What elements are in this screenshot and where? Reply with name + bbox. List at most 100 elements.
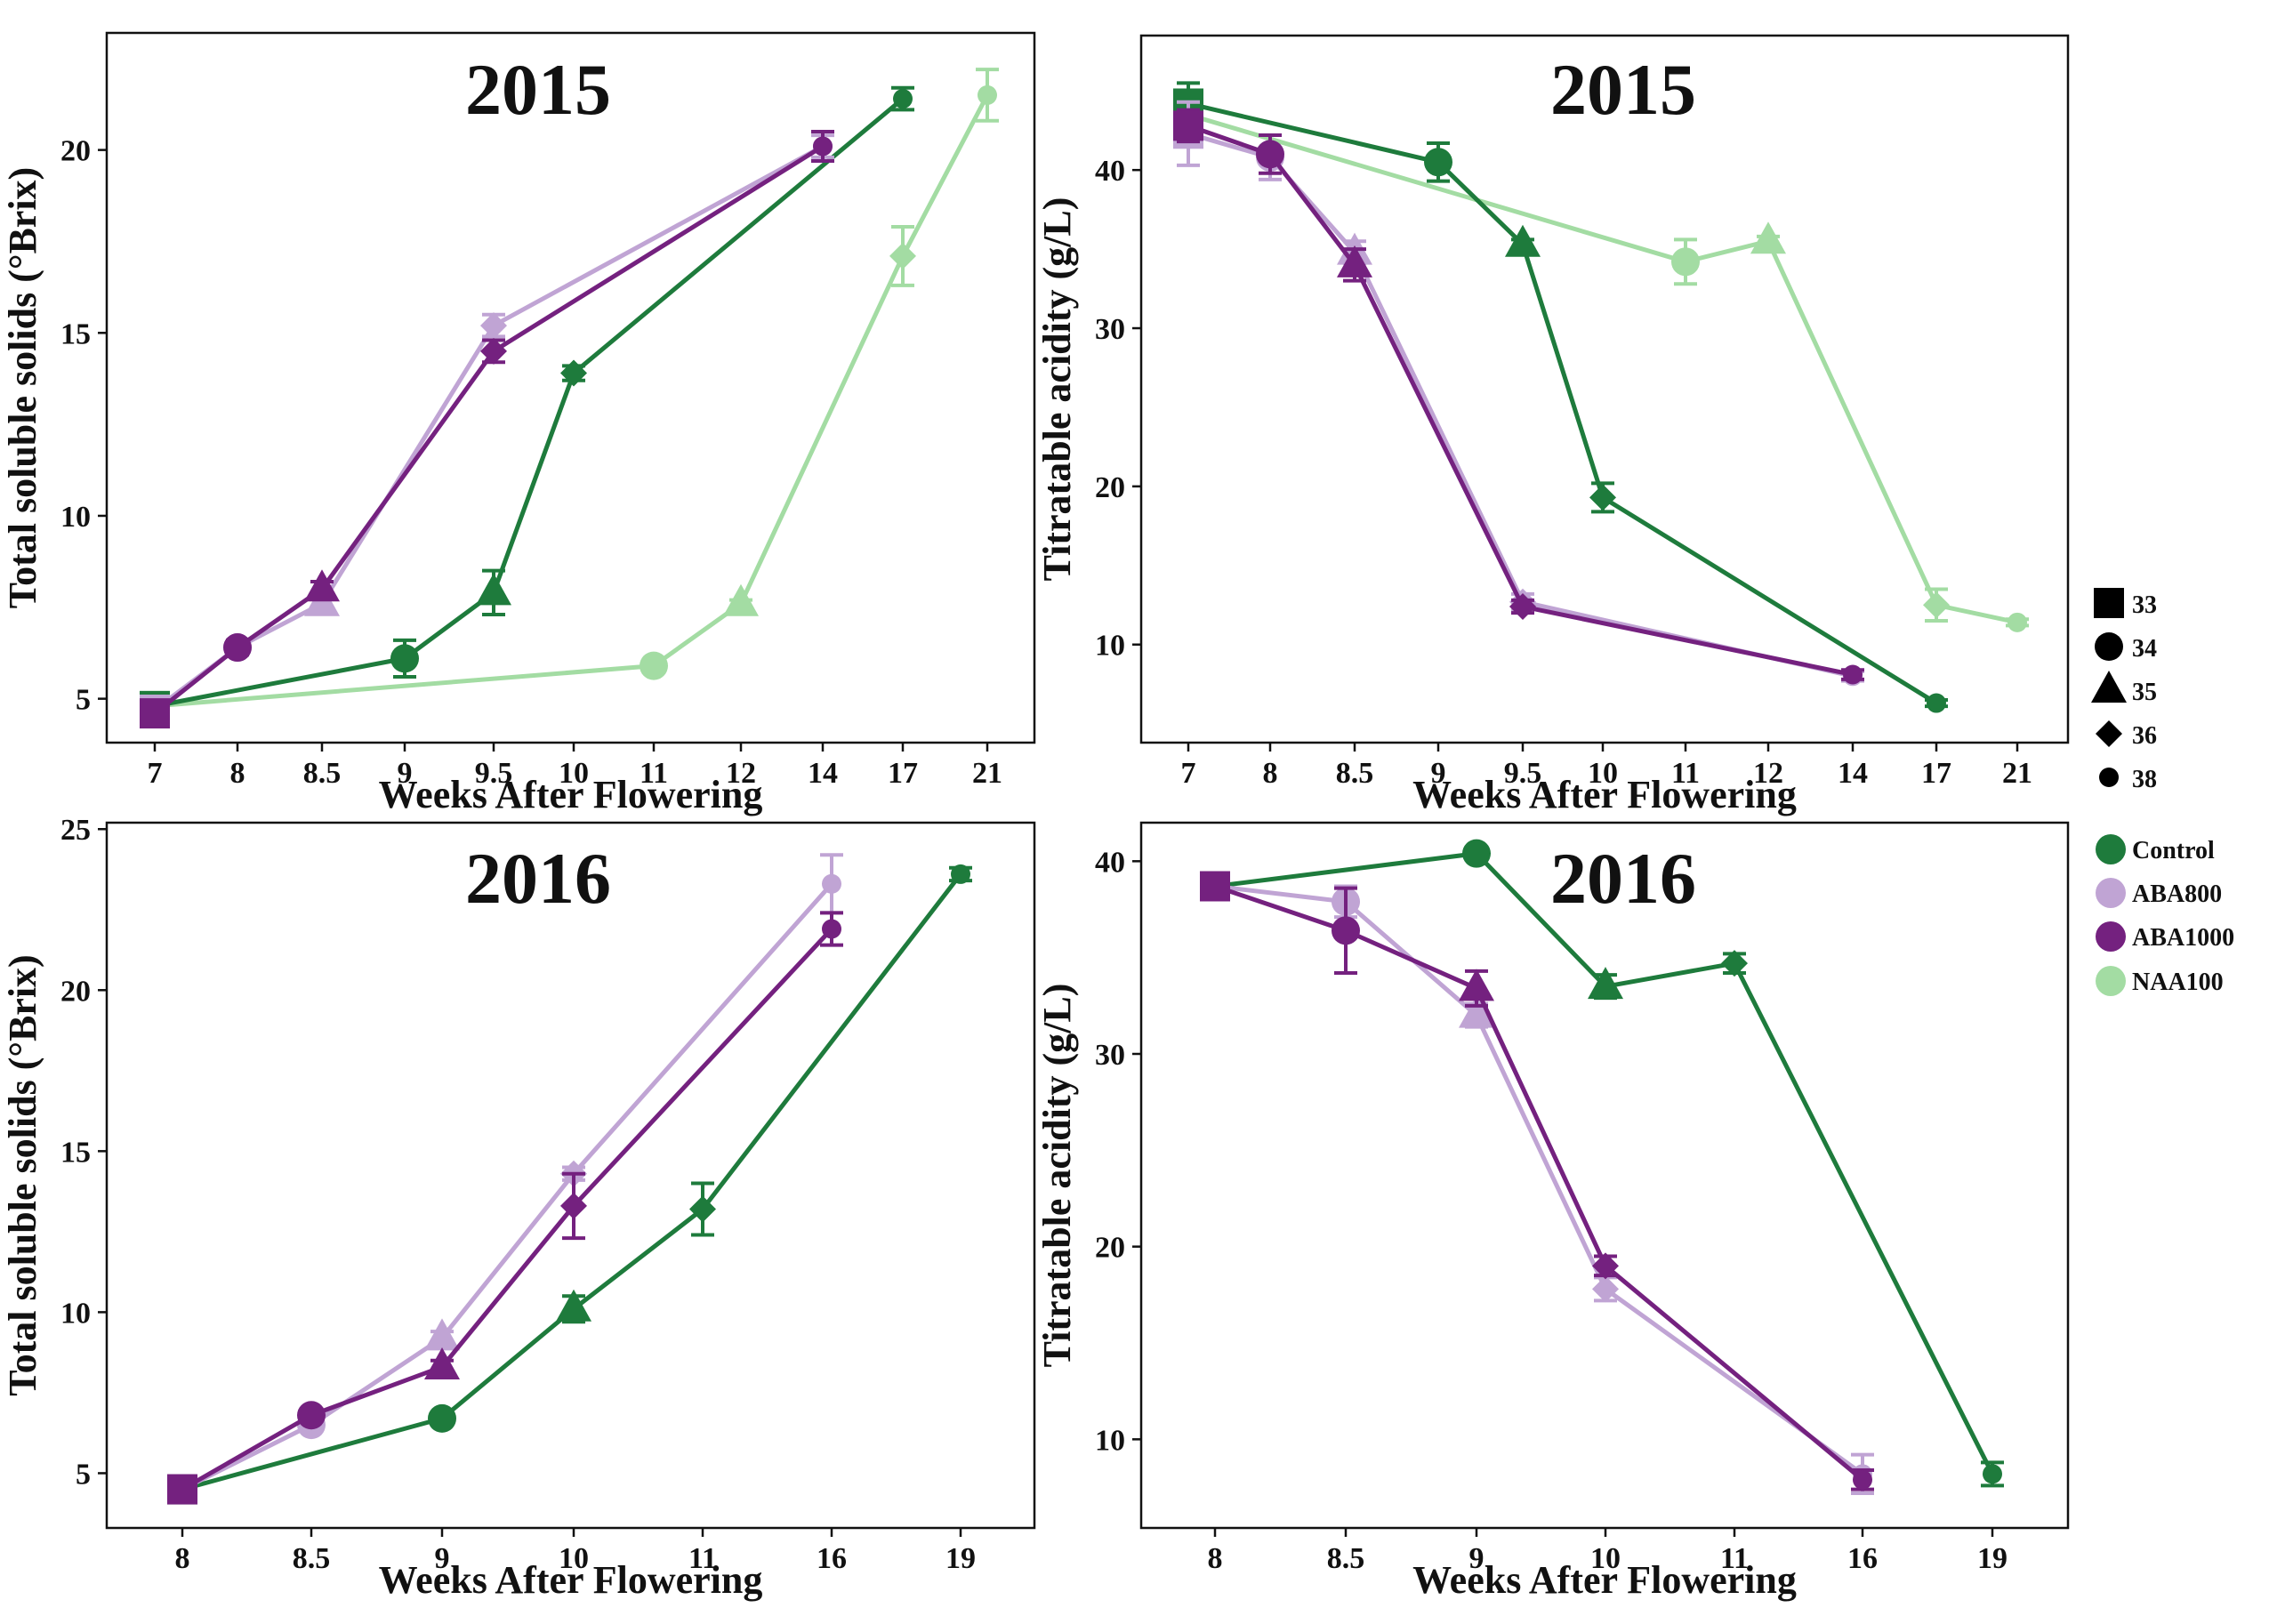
plot-frame	[1139, 821, 2070, 1530]
x-tick-label: 8	[175, 1542, 190, 1575]
y-tick-label: 40	[1095, 846, 1125, 879]
x-tick-label: 10	[1590, 1542, 1621, 1575]
data-point	[1592, 1252, 1619, 1280]
data-point	[951, 864, 970, 884]
data-point	[813, 136, 833, 157]
plot-frame	[1139, 34, 2070, 744]
chart-title: 2016	[465, 838, 611, 919]
data-point	[1983, 1464, 2002, 1484]
panel-3: 5 10 15 20 25 8 8.5 9 10 11 16 19 Weeks After Flower…	[1, 814, 1036, 1602]
series-line	[1214, 851, 1995, 1475]
series-line	[154, 93, 990, 709]
x-tick-label: 12	[726, 757, 756, 790]
y-axis-label: Titratable acidity (g/L)	[1035, 984, 1079, 1368]
data-point	[476, 573, 511, 606]
x-tick-label: 9.5	[475, 757, 513, 790]
series-control	[140, 85, 914, 721]
legend-shape-36	[2096, 720, 2122, 747]
x-tick-label: 11	[1720, 1542, 1749, 1575]
data-point	[223, 633, 252, 663]
data-point	[1589, 484, 1616, 511]
x-tick-label: 11	[640, 757, 668, 790]
plot-frame	[105, 31, 1036, 744]
legend-treatment-label: ABA1000	[2132, 924, 2234, 952]
data-point	[1671, 247, 1700, 277]
y-tick-label: 20	[60, 975, 91, 1008]
x-tick-label: 8	[230, 757, 245, 790]
x-tick-label: 8.5	[1336, 757, 1374, 790]
y-tick-label: 20	[1095, 1232, 1125, 1265]
legend-shape-label: 33	[2132, 591, 2157, 619]
y-tick-label: 40	[1095, 155, 1125, 188]
data-point	[822, 919, 841, 939]
series-line	[1214, 884, 1864, 1482]
series-line	[153, 144, 825, 716]
y-tick-label: 20	[1095, 471, 1125, 504]
x-tick-label: 10	[1588, 757, 1618, 790]
series-line	[1214, 884, 1864, 1476]
x-tick-label: 8.5	[293, 1542, 331, 1575]
data-point	[556, 1289, 591, 1322]
data-point	[640, 651, 668, 680]
data-point	[2008, 612, 2027, 632]
y-tick-label: 30	[1095, 1039, 1125, 1072]
data-point	[1256, 140, 1284, 169]
x-tick-label: 19	[945, 1542, 976, 1575]
data-point	[1721, 950, 1748, 977]
y-axis-label: Total soluble solids (°Brix)	[1, 167, 44, 608]
data-point	[1592, 1275, 1619, 1303]
panel-1: 5 10 15 20 7 8 8.5 9 9.5 10 11 12 14 17 21 Weeks After …	[1, 31, 1036, 816]
data-point	[978, 84, 997, 105]
data-point	[424, 1318, 460, 1351]
legend-swatch-aba800	[2096, 878, 2126, 908]
x-tick-label: 8.5	[1327, 1542, 1365, 1575]
series-naa100	[140, 68, 999, 721]
x-tick-label: 11	[1671, 757, 1700, 790]
series-line	[154, 97, 905, 709]
data-point	[1923, 591, 1950, 619]
data-point	[1424, 148, 1452, 177]
x-tick-label: 9	[435, 1542, 450, 1575]
series-line	[181, 882, 833, 1491]
x-tick-label: 17	[1921, 757, 1951, 790]
legend-treatment-label: NAA100	[2132, 969, 2224, 996]
data-point	[480, 312, 507, 340]
x-tick-label: 10	[559, 1542, 589, 1575]
data-point	[140, 698, 170, 729]
panel-4: 10 20 30 40 8 8.5 9 10 11 16 19 Weeks After Floweri…	[1035, 821, 2070, 1602]
x-tick-label: 14	[1838, 757, 1868, 790]
data-point	[723, 583, 759, 616]
series-line	[1187, 112, 2018, 625]
y-tick-label: 10	[1095, 630, 1125, 663]
data-point	[297, 1401, 326, 1430]
series-aba1000	[1200, 871, 1874, 1491]
data-point	[889, 242, 916, 269]
x-tick-label: 8	[1208, 1542, 1223, 1575]
data-point	[822, 873, 841, 894]
data-point	[893, 89, 913, 109]
legend-shape-34	[2095, 632, 2123, 661]
data-point	[424, 1347, 460, 1379]
x-tick-label: 9	[1431, 757, 1446, 790]
legend-shape-35	[2091, 671, 2127, 703]
x-tick-label: 16	[1847, 1542, 1878, 1575]
y-tick-label: 15	[60, 1136, 91, 1169]
x-axis-label: Weeks After Flowering	[379, 1558, 763, 1602]
data-point	[1588, 967, 1623, 1000]
y-tick-label: 20	[60, 135, 91, 168]
x-tick-label: 8	[1263, 757, 1278, 790]
series-aba1000	[1173, 108, 1864, 685]
y-tick-label: 5	[76, 684, 91, 717]
data-point	[428, 1403, 456, 1433]
legend-swatch-aba1000	[2096, 921, 2126, 952]
legend-shape-label: 36	[2132, 722, 2157, 750]
x-tick-label: 9.5	[1504, 757, 1542, 790]
series-aba800	[167, 853, 843, 1505]
series-aba800	[1200, 871, 1874, 1495]
x-tick-label: 17	[888, 757, 918, 790]
data-point	[1843, 664, 1863, 685]
x-tick-label: 9	[1469, 1542, 1485, 1575]
legend-shape-label: 35	[2132, 679, 2157, 706]
y-tick-label: 25	[60, 814, 91, 847]
